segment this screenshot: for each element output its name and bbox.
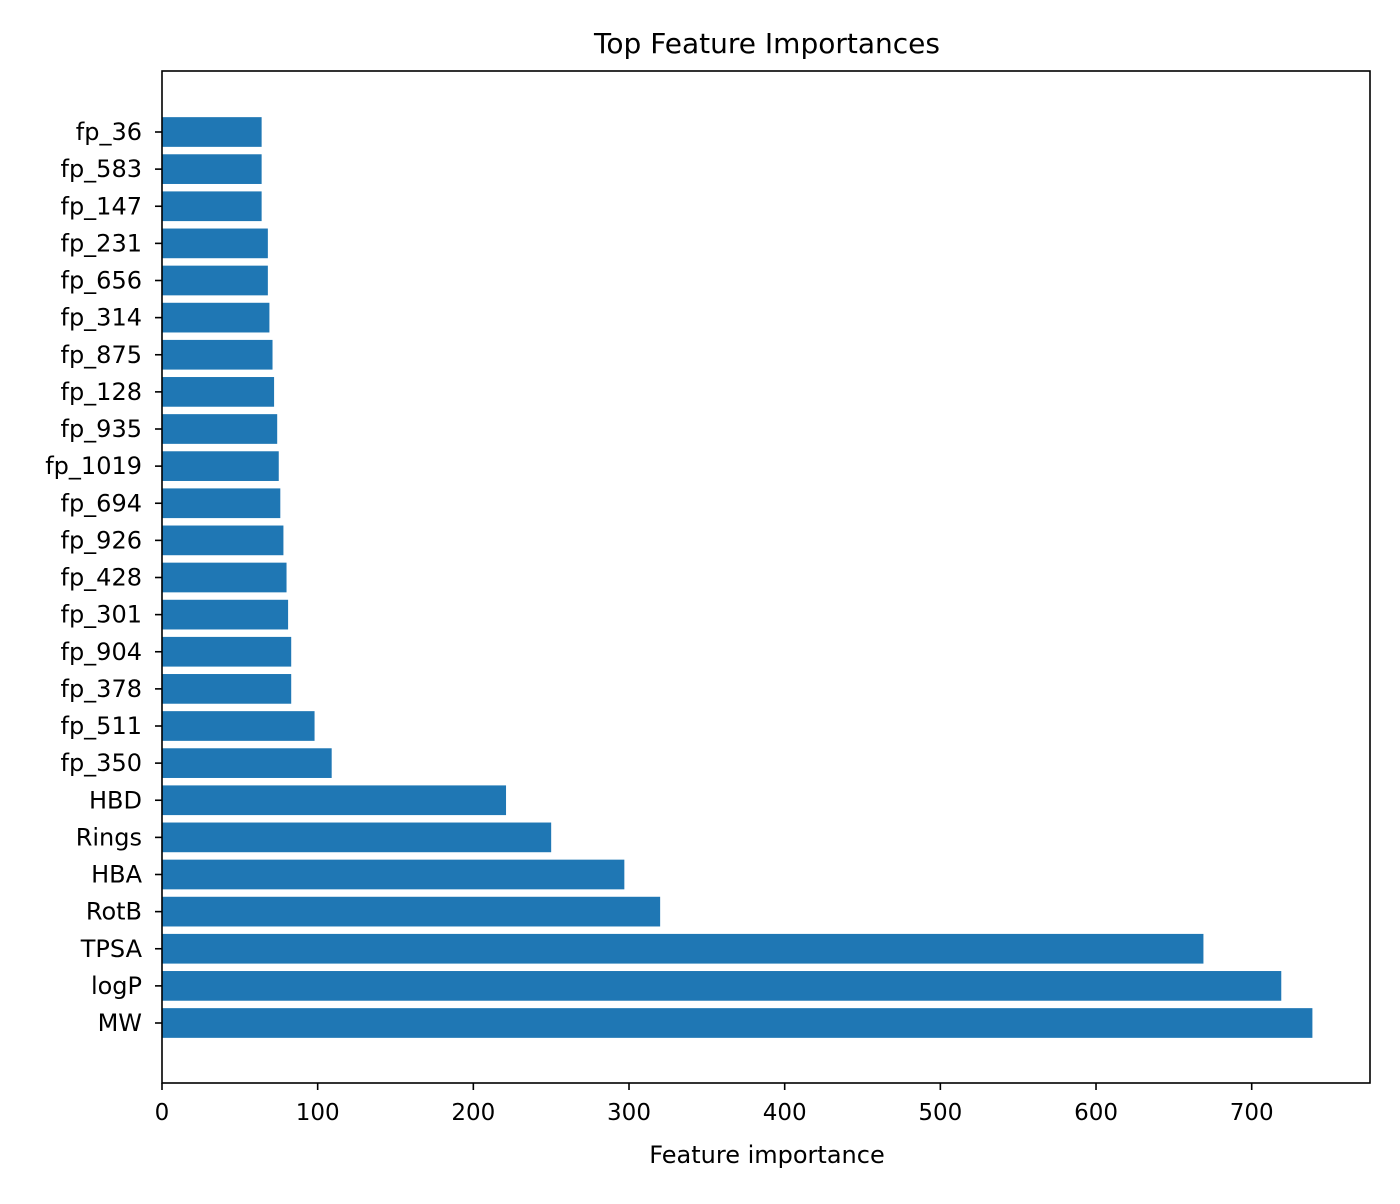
y-tick-label: HBA [91,861,143,889]
chart-title: Top Feature Importances [593,27,940,60]
y-tick-label: fp_904 [61,638,143,666]
bar-tpsa [162,933,1204,964]
bar-fp-694 [162,488,281,519]
bar-mw [162,1008,1313,1038]
bar-fp-904 [162,636,292,667]
y-tick-label: fp_875 [61,341,143,369]
plot-frame [161,70,1371,1084]
y-axis-ticks: MW logP TPSA RotB HBA Rings HBD fp_350 fp_511 fp_… [45,118,162,1037]
bar-fp-128 [162,377,275,407]
y-tick-label: fp_694 [61,489,143,517]
bar-rotb [162,896,661,927]
y-tick-label: HBD [89,786,142,814]
bar-fp-147 [162,191,262,222]
y-tick-label: fp_147 [61,192,143,220]
y-tick-label: fp_935 [61,415,143,443]
y-tick-label: fp_926 [61,526,143,554]
y-tick-label: fp_1019 [45,452,142,480]
y-tick-label: fp_36 [76,118,142,146]
bar-fp-301 [162,599,289,630]
x-tick-label: 600 [1074,1100,1118,1126]
y-tick-label: Rings [76,823,142,851]
y-tick-label: fp_314 [61,304,143,332]
y-tick-label: fp_301 [61,601,143,629]
bar-fp-231 [162,228,268,259]
y-tick-label: fp_511 [61,712,143,740]
y-tick-label: logP [91,972,142,1000]
y-tick-label: MW [98,1009,142,1037]
y-tick-label: fp_656 [61,267,143,295]
y-tick-label: RotB [86,898,142,926]
y-tick-label: fp_128 [61,378,143,406]
y-tick-label: fp_378 [61,675,143,703]
y-tick-label: fp_583 [61,155,143,183]
bar-fp-926 [162,525,284,556]
x-tick-label: 500 [918,1100,962,1126]
x-tick-label: 200 [451,1100,495,1126]
bar-rings [162,822,552,853]
bar-fp-511 [162,711,315,741]
y-tick-label: fp_428 [61,564,143,592]
bar-hbd [162,785,507,816]
bar-fp-350 [162,748,332,778]
bar-fp-1019 [162,451,279,481]
bar-fp-656 [162,265,268,296]
bar-fp-314 [162,302,270,333]
bar-fp-378 [162,674,292,704]
y-tick-label: fp_350 [61,749,143,777]
y-tick-label: TPSA [80,935,143,963]
bar-hba [162,859,625,890]
bar-fp-935 [162,414,278,444]
x-tick-label: 0 [155,1100,170,1126]
x-tick-label: 100 [296,1100,340,1126]
y-tick-label: fp_231 [61,229,143,257]
x-axis-label: Feature importance [649,1141,884,1169]
bar-fp-428 [162,562,287,593]
bar-fp-583 [162,154,262,184]
x-tick-label: 300 [607,1100,651,1126]
bar-fp-875 [162,339,273,370]
x-axis-ticks: 0 100 200 300 400 500 600 700 [155,1083,1274,1126]
bar-fp-36 [162,117,262,147]
x-tick-label: 700 [1230,1100,1274,1126]
bars-group [162,117,1313,1038]
bar-logp [162,971,1282,1001]
x-tick-label: 400 [763,1100,807,1126]
